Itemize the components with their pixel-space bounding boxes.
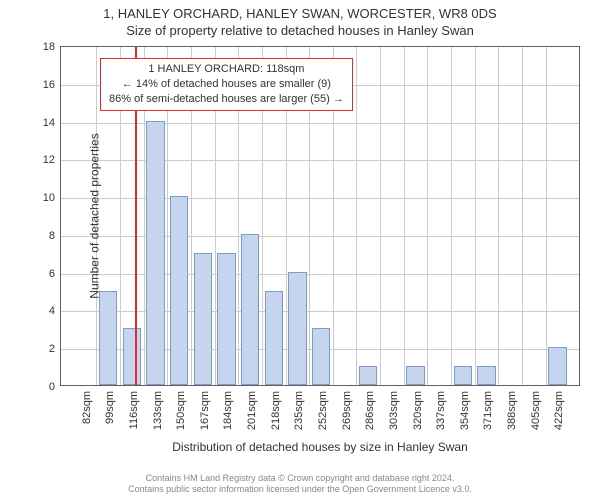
x-tick-label: 405sqm: [530, 391, 542, 430]
gridline-h: [61, 311, 579, 312]
chart-subtitle: Size of property relative to detached ho…: [0, 21, 600, 38]
bar: [241, 234, 259, 385]
x-tick-label: 235sqm: [293, 391, 305, 430]
y-tick-label: 2: [49, 343, 55, 355]
gridline-v: [404, 47, 405, 385]
gridline-v: [546, 47, 547, 385]
x-tick-label: 337sqm: [435, 391, 447, 430]
gridline-h: [61, 274, 579, 275]
x-tick-label: 133sqm: [152, 391, 164, 430]
x-tick-label: 82sqm: [81, 391, 93, 424]
annotation-line3: 86% of semi-detached houses are larger (…: [109, 92, 344, 107]
bar: [406, 366, 424, 385]
chart-title: 1, HANLEY ORCHARD, HANLEY SWAN, WORCESTE…: [0, 0, 600, 21]
x-axis-label: Distribution of detached houses by size …: [60, 440, 580, 454]
footer: Contains HM Land Registry data © Crown c…: [0, 473, 600, 496]
annotation-box: 1 HANLEY ORCHARD: 118sqm ← 14% of detach…: [100, 58, 353, 111]
y-tick-label: 16: [43, 79, 55, 91]
y-tick-label: 4: [49, 305, 55, 317]
gridline-h: [61, 236, 579, 237]
annotation-line2: ← 14% of detached houses are smaller (9): [109, 77, 344, 92]
y-tick-label: 6: [49, 268, 55, 280]
y-tick-label: 18: [43, 41, 55, 53]
x-tick-label: 167sqm: [199, 391, 211, 430]
x-tick-label: 201sqm: [246, 391, 258, 430]
gridline-h: [61, 160, 579, 161]
gridline-v: [498, 47, 499, 385]
x-tick-label: 99sqm: [104, 391, 116, 424]
annotation-line1: 1 HANLEY ORCHARD: 118sqm: [109, 62, 344, 77]
y-tick-label: 8: [49, 230, 55, 242]
y-tick-label: 0: [49, 381, 55, 393]
gridline-h: [61, 198, 579, 199]
gridline-h: [61, 123, 579, 124]
gridline-v: [522, 47, 523, 385]
x-tick-label: 303sqm: [388, 391, 400, 430]
x-tick-label: 184sqm: [222, 391, 234, 430]
bar: [170, 196, 188, 385]
gridline-v: [451, 47, 452, 385]
x-tick-label: 150sqm: [175, 391, 187, 430]
y-tick-label: 12: [43, 154, 55, 166]
gridline-v: [427, 47, 428, 385]
x-tick-label: 422sqm: [553, 391, 565, 430]
bar: [194, 253, 212, 385]
bar: [217, 253, 235, 385]
bar: [99, 291, 117, 385]
bar: [477, 366, 495, 385]
x-tick-label: 388sqm: [506, 391, 518, 430]
x-tick-label: 218sqm: [270, 391, 282, 430]
y-axis-label: Number of detached properties: [88, 133, 102, 298]
gridline-v: [475, 47, 476, 385]
y-tick-label: 10: [43, 192, 55, 204]
x-tick-label: 116sqm: [128, 391, 140, 429]
bar: [288, 272, 306, 385]
footer-line1: Contains HM Land Registry data © Crown c…: [0, 473, 600, 485]
bar: [312, 328, 330, 385]
y-tick-label: 14: [43, 117, 55, 129]
bar: [454, 366, 472, 385]
bar: [548, 347, 566, 385]
x-tick-label: 354sqm: [459, 391, 471, 430]
x-tick-label: 252sqm: [317, 391, 329, 430]
bar: [359, 366, 377, 385]
bar: [146, 121, 164, 385]
bar: [265, 291, 283, 385]
x-tick-label: 371sqm: [482, 391, 494, 430]
chart-area: 02468101214161882sqm99sqm116sqm133sqm150…: [60, 46, 580, 386]
x-tick-label: 286sqm: [364, 391, 376, 430]
x-tick-label: 320sqm: [412, 391, 424, 430]
x-tick-label: 269sqm: [341, 391, 353, 430]
gridline-v: [380, 47, 381, 385]
gridline-v: [356, 47, 357, 385]
bar: [123, 328, 141, 385]
footer-line2: Contains public sector information licen…: [0, 484, 600, 496]
